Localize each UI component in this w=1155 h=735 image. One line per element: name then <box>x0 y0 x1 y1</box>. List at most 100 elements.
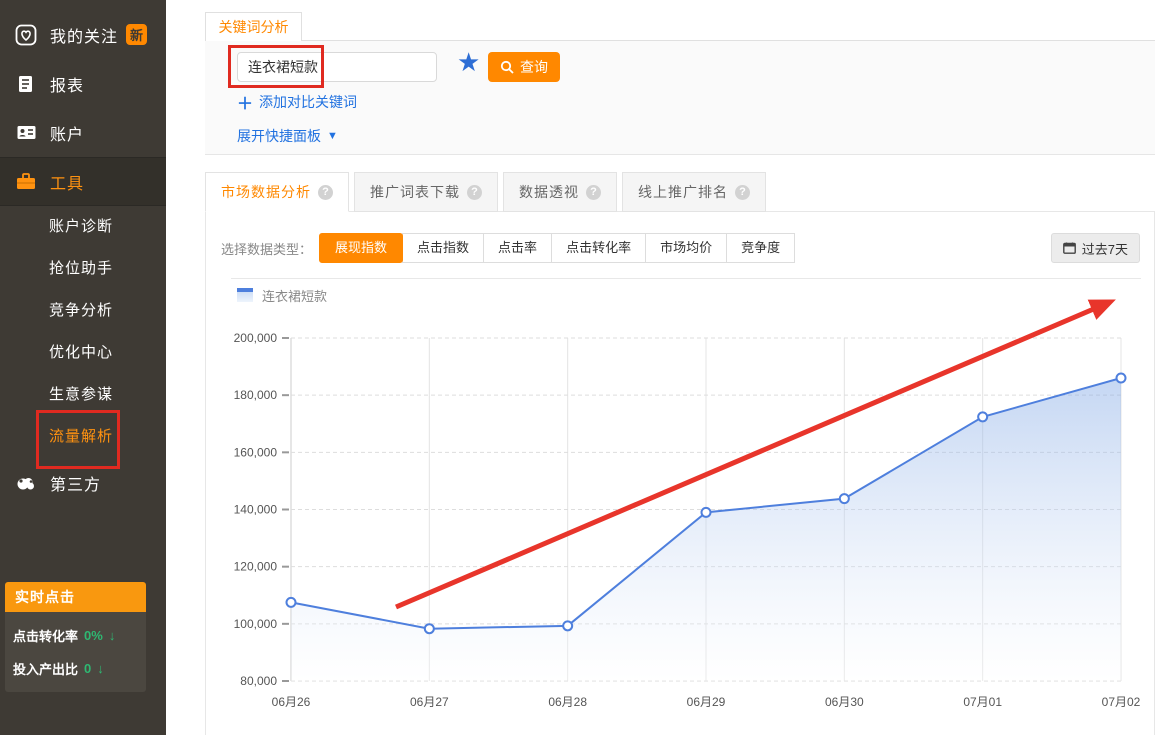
sidebar-item-label: 第三方 <box>50 476 102 494</box>
sidebar-item-third-party[interactable]: 第三方 <box>0 458 166 507</box>
datatype-button-group: 展现指数 点击指数 点击率 点击转化率 市场均价 竞争度 <box>319 233 796 263</box>
search-icon <box>500 60 514 74</box>
chart-panel: 选择数据类型： 展现指数 点击指数 点击率 点击转化率 市场均价 竞争度 过去7… <box>205 211 1155 735</box>
chart-legend: 连衣裙短款 <box>231 284 1141 306</box>
sidebar-subitem-account-diagnosis[interactable]: 账户诊断 <box>49 218 114 235</box>
expand-panel-label: 展开快捷面板 <box>237 128 321 144</box>
chart-data-point[interactable] <box>423 623 435 635</box>
arrow-down-icon: ↓ <box>97 661 104 676</box>
chart-area: 连衣裙短款 80,000 100,000 120,000 140,000 160,000… <box>231 278 1141 718</box>
chart-y-label: 120,000 <box>234 560 278 574</box>
metric-value: 0% <box>84 628 103 643</box>
sidebar-item-tools[interactable]: 工具 <box>0 157 166 206</box>
chart-y-label: 160,000 <box>234 445 278 459</box>
chart-data-point[interactable] <box>700 506 712 518</box>
main-content: 关键词分析 ★ 查询 ＋ 添加对比关键词 展开快捷面板 ▼ 市场数据分析 ? 推… <box>205 0 1155 735</box>
account-icon <box>14 122 38 143</box>
query-panel: ★ 查询 ＋ 添加对比关键词 展开快捷面板 ▼ <box>205 40 1155 155</box>
help-icon[interactable]: ? <box>586 184 601 200</box>
help-icon[interactable]: ? <box>318 184 333 200</box>
add-compare-keyword-link[interactable]: ＋ 添加对比关键词 <box>237 90 357 114</box>
chart-toolbar: 选择数据类型： 展现指数 点击指数 点击率 点击转化率 市场均价 竞争度 过去7… <box>221 233 1140 263</box>
help-icon[interactable]: ? <box>735 184 750 200</box>
tab-label: 数据透视 <box>519 184 579 200</box>
tab-label: 线上推广排名 <box>638 184 728 200</box>
sidebar-subitem-position-helper[interactable]: 抢位助手 <box>49 260 114 277</box>
calendar-icon <box>1062 242 1076 254</box>
trend-line-chart: 80,000 100,000 120,000 140,000 160,000 180,00… <box>234 299 1141 709</box>
sidebar-item-label: 我的关注 <box>50 28 119 46</box>
tab-online-promo-ranking[interactable]: 线上推广排名 ? <box>622 172 766 212</box>
sidebar-item-label: 报表 <box>50 77 85 95</box>
chart-data-point[interactable] <box>1115 372 1127 384</box>
chevron-down-icon: ▼ <box>327 130 338 142</box>
metric-label: 点击转化率 <box>13 629 79 644</box>
sidebar-item-my-follow[interactable]: 我的关注 新 <box>0 10 166 59</box>
realtime-row-roi: 投入产出比 0 ↓ <box>13 659 138 678</box>
date-range-label: 过去7天 <box>1081 241 1128 257</box>
datatype-impression-index[interactable]: 展现指数 <box>319 233 404 263</box>
arrow-down-icon: ↓ <box>108 628 116 643</box>
keyword-input[interactable] <box>237 52 437 82</box>
chart-x-label: 06月27 <box>410 695 449 709</box>
chart-y-label: 80,000 <box>240 674 277 688</box>
heart-icon <box>14 24 38 46</box>
realtime-row-ctr: 点击转化率 0% ↓ <box>13 626 138 645</box>
report-icon <box>14 74 38 94</box>
realtime-click-widget: 实时点击 点击转化率 0% ↓ 投入产出比 0 ↓ <box>5 582 146 692</box>
datatype-competition[interactable]: 竞争度 <box>726 233 796 263</box>
sidebar-item-label: 账户 <box>50 126 85 144</box>
expand-quick-panel-link[interactable]: 展开快捷面板 ▼ <box>237 126 338 146</box>
help-icon[interactable]: ? <box>467 184 482 200</box>
chart-y-label: 100,000 <box>234 617 278 631</box>
chart-x-label: 07月01 <box>963 695 1002 709</box>
datatype-click-index[interactable]: 点击指数 <box>402 233 485 263</box>
sidebar-subitem-business-advisor[interactable]: 生意参谋 <box>49 386 114 403</box>
chart-x-label: 07月02 <box>1102 695 1141 709</box>
datatype-label: 选择数据类型： <box>221 241 313 257</box>
sidebar-item-reports[interactable]: 报表 <box>0 59 166 108</box>
chart-area-fill <box>291 378 1121 681</box>
metric-label: 投入产出比 <box>13 662 79 677</box>
cloud-icon <box>14 473 38 493</box>
legend-label: 连衣裙短款 <box>262 288 328 304</box>
sidebar-item-account[interactable]: 账户 <box>0 108 166 157</box>
search-button[interactable]: 查询 <box>488 52 560 82</box>
new-badge: 新 <box>126 24 148 45</box>
chart-y-label: 200,000 <box>234 331 278 345</box>
chart-y-label: 180,000 <box>234 388 278 402</box>
tab-keyword-analysis[interactable]: 关键词分析 <box>205 12 302 41</box>
sidebar-subitem-optimization-center[interactable]: 优化中心 <box>49 344 114 361</box>
realtime-widget-title: 实时点击 <box>5 582 146 612</box>
chart-x-label: 06月29 <box>687 695 726 709</box>
sidebar-subitem-competition-analysis[interactable]: 竞争分析 <box>49 302 114 319</box>
chart-data-point[interactable] <box>285 596 297 608</box>
chart-y-label: 140,000 <box>234 503 278 517</box>
add-compare-label: 添加对比关键词 <box>259 94 358 110</box>
star-favorite-icon[interactable]: ★ <box>457 47 481 77</box>
toolbox-icon <box>14 171 38 193</box>
datatype-conversion-rate[interactable]: 点击转化率 <box>551 233 647 263</box>
tab-market-data-analysis[interactable]: 市场数据分析 ? <box>205 172 349 212</box>
chart-data-point[interactable] <box>838 493 850 505</box>
datatype-market-avg-price[interactable]: 市场均价 <box>645 233 728 263</box>
chart-data-point[interactable] <box>562 620 574 632</box>
tab-label: 推广词表下载 <box>370 184 460 200</box>
chart-data-point[interactable] <box>977 411 989 423</box>
realtime-widget-body: 点击转化率 0% ↓ 投入产出比 0 ↓ <box>5 612 146 692</box>
date-range-button[interactable]: 过去7天 <box>1050 233 1140 263</box>
datatype-ctr[interactable]: 点击率 <box>483 233 553 263</box>
tab-promo-wordlist-download[interactable]: 推广词表下载 ? <box>354 172 498 212</box>
chart-x-label: 06月30 <box>825 695 864 709</box>
sidebar-item-label: 工具 <box>50 175 85 193</box>
tab-data-perspective[interactable]: 数据透视 ? <box>503 172 617 212</box>
tab-label: 市场数据分析 <box>221 184 311 200</box>
search-button-label: 查询 <box>520 59 548 75</box>
sidebar-subitem-traffic-analysis[interactable]: 流量解析 <box>49 428 114 445</box>
sidebar: 我的关注 新 报表 账户 工具 账户诊断 抢位助手 竞争分析 优化中心 生意参谋… <box>0 0 166 735</box>
legend-swatch-icon <box>237 288 253 302</box>
chart-x-label: 06月26 <box>272 695 311 709</box>
metric-value: 0 <box>84 661 92 676</box>
chart-x-label: 06月28 <box>548 695 587 709</box>
